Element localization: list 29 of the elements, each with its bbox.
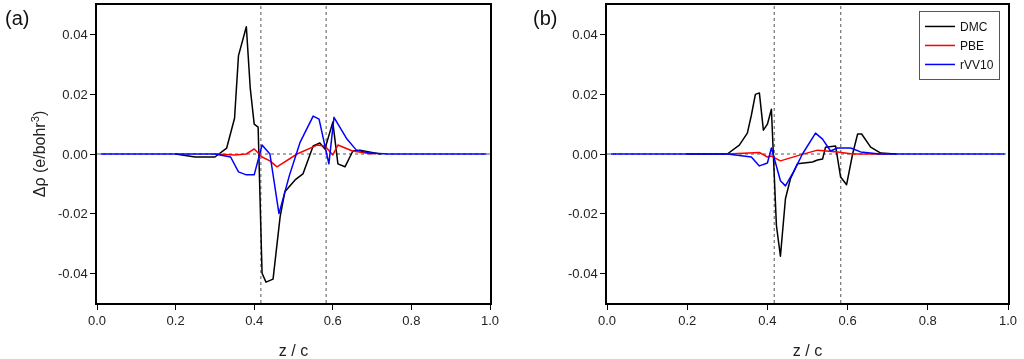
x-tick-label: 0.0 — [597, 313, 617, 329]
x-tick-label: 0.4 — [758, 313, 777, 329]
x-tick-label: 0.2 — [166, 313, 185, 329]
y-tick-label: 0.02 — [572, 86, 598, 102]
x-tick-label: 0.2 — [678, 313, 697, 329]
y-tick-label: 0.02 — [62, 86, 88, 102]
x-tick-label: 0.6 — [323, 313, 342, 329]
legend-label: DMC — [959, 20, 988, 35]
x-axis-title: z / c — [792, 342, 823, 359]
x-tick-label: 1.0 — [480, 313, 500, 329]
text: (a) — [5, 7, 30, 29]
y-tick-label: -0.02 — [58, 206, 88, 222]
y-tick-label: 0.04 — [572, 27, 598, 43]
legend-label: rVV10 — [959, 58, 994, 73]
y-tick-label: 0.00 — [572, 146, 598, 162]
x-tick-label: 0.0 — [87, 313, 107, 329]
x-tick-label: 0.4 — [245, 313, 264, 329]
y-tick-label: 0.00 — [62, 146, 88, 162]
x-tick-label: 0.8 — [402, 313, 421, 329]
x-tick-label: 0.8 — [918, 313, 937, 329]
text: (b) — [533, 7, 558, 29]
x-axis-title: z / c — [278, 342, 309, 359]
x-tick-label: 0.6 — [838, 313, 857, 329]
x-tick-label: 1.0 — [998, 313, 1018, 329]
y-tick-label: 0.04 — [62, 27, 88, 43]
y-tick-label: -0.04 — [568, 265, 598, 281]
y-tick-label: -0.04 — [58, 265, 88, 281]
legend-label: PBE — [959, 39, 984, 54]
y-tick-label: -0.02 — [568, 206, 598, 222]
